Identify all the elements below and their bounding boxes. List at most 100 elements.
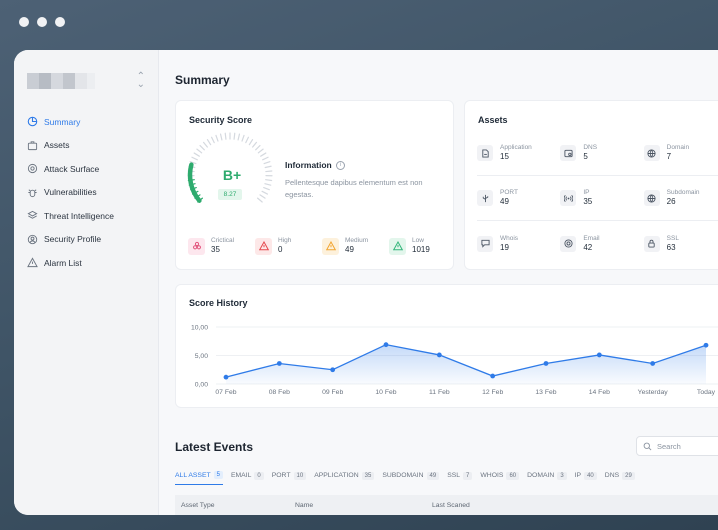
asset-email[interactable]: Email 42 <box>560 235 643 253</box>
sidebar-item-label: Summary <box>44 116 81 127</box>
severity-label: High <box>278 237 292 244</box>
tab-label: SSL <box>447 472 461 479</box>
tab-label: PORT <box>271 472 291 479</box>
x-tick-label: Today <box>697 389 716 396</box>
asset-count: 15 <box>500 152 509 161</box>
asset-count: 35 <box>583 197 593 206</box>
asset-whois[interactable]: Whois 19 <box>477 235 560 253</box>
tab-count: 35 <box>361 471 375 480</box>
information-text: Pellentesque dapibus elementum est non e… <box>285 178 423 199</box>
severity-label: Crictical <box>211 237 235 244</box>
severity-high[interactable]: High 0 <box>255 237 322 255</box>
security-score-title: Security Score <box>189 115 253 125</box>
assets-grid: Application 15 DNS 5 Domain 7 PORT 49 <box>477 131 718 266</box>
tab-port[interactable]: PORT 10 <box>271 471 307 485</box>
sidebar-item-label: Attack Surface <box>44 163 100 174</box>
workspace-switcher[interactable]: ⌃ ⌄ <box>27 72 145 90</box>
column-name[interactable]: Name <box>295 501 314 509</box>
y-tick-label: 5,00 <box>195 353 208 360</box>
tab-count: 10 <box>293 471 307 480</box>
data-point <box>436 352 442 358</box>
x-tick-label: 10 Feb <box>375 389 396 396</box>
stack-icon <box>26 210 38 222</box>
asset-label: DNS <box>583 144 598 151</box>
gauge-tick <box>245 136 250 144</box>
chat-icon <box>477 235 493 252</box>
asset-application[interactable]: Application 15 <box>477 144 560 162</box>
data-point <box>703 342 709 348</box>
asset-ssl[interactable]: SSL 63 <box>643 235 718 253</box>
search-input[interactable]: Search <box>636 436 718 456</box>
asset-domain[interactable]: Domain 7 <box>643 144 718 162</box>
asset-label: IP <box>583 189 590 196</box>
asset-subdomain[interactable]: Subdomain 26 <box>643 189 718 207</box>
sidebar-item-label: Alarm List <box>44 257 82 268</box>
gauge-tick <box>233 132 236 140</box>
sidebar-item-alarm-list[interactable]: Alarm List <box>26 251 114 275</box>
lock-icon <box>643 235 660 252</box>
info-icon[interactable]: i <box>335 160 345 170</box>
gauge-tick <box>206 138 212 146</box>
x-tick-label: 14 Feb <box>589 389 610 396</box>
signal-icon <box>560 190 577 206</box>
sidebar-item-vulnerabilities[interactable]: Vulnerabilities <box>26 181 114 205</box>
severity-label: Medium <box>345 237 369 244</box>
gauge-tick <box>261 190 269 195</box>
y-tick-label: 10,00 <box>191 325 208 332</box>
gauge-tick <box>259 194 266 199</box>
gauge-tick <box>264 183 272 186</box>
tab-label: IP <box>574 472 582 479</box>
x-tick-label: 12 Feb <box>482 389 503 396</box>
score-history-chart: 0,00 5,00 10,00 07 Feb 08 Feb 09 Feb 10 Feb 11 … <box>191 325 718 396</box>
warning-high-icon <box>255 237 272 255</box>
tab-subdomain[interactable]: SUBDOMAIN 49 <box>382 471 440 485</box>
asset-port[interactable]: PORT 49 <box>477 189 560 207</box>
tab-whois[interactable]: WHOIS 60 <box>480 471 520 485</box>
severity-critical[interactable]: Crictical 35 <box>188 237 255 255</box>
data-point <box>596 352 602 358</box>
sidebar-item-assets[interactable]: Assets <box>26 134 114 158</box>
sidebar-item-security-profile[interactable]: Security Profile <box>26 228 114 252</box>
gauge-tick <box>252 141 258 148</box>
asset-dns[interactable]: DNS 5 <box>560 144 643 162</box>
asset-ip[interactable]: IP 35 <box>560 189 643 207</box>
tab-ip[interactable]: IP 40 <box>574 471 597 485</box>
severity-medium[interactable]: Medium 49 <box>322 237 389 255</box>
tab-all-asset[interactable]: ALL ASSET 5 <box>175 471 223 485</box>
window-dot-2[interactable] <box>37 17 47 27</box>
column-asset-type[interactable]: Asset Type <box>181 501 215 509</box>
gauge-tick <box>193 152 200 157</box>
gauge-tick <box>248 138 254 146</box>
score-history-title: Score History <box>189 298 248 308</box>
sidebar-item-summary[interactable]: Summary <box>26 110 114 134</box>
tab-dns[interactable]: DNS 29 <box>605 471 635 485</box>
at-icon <box>560 235 577 252</box>
tab-count: 7 <box>463 471 473 480</box>
asset-label: Application <box>500 144 532 151</box>
tab-label: APPLICATION <box>314 472 359 479</box>
asset-label: PORT <box>500 189 518 196</box>
severity-count: 35 <box>211 245 220 254</box>
window-dot-1[interactable] <box>19 17 29 27</box>
app-icon <box>477 145 493 161</box>
window-dot-3[interactable] <box>55 17 65 27</box>
asset-count: 5 <box>583 152 588 161</box>
asset-count: 42 <box>583 242 593 252</box>
severity-low[interactable]: Low 1019 <box>389 237 456 255</box>
tab-application[interactable]: APPLICATION 35 <box>314 471 375 485</box>
tab-email[interactable]: EMAIL 0 <box>231 471 264 485</box>
search-icon <box>643 442 652 451</box>
column-last-scanned[interactable]: Last Scaned <box>432 501 470 509</box>
sidebar-item-threat-intelligence[interactable]: Threat Intelligence <box>26 204 114 228</box>
x-tick-label: Yesterday <box>638 389 669 396</box>
dns-icon <box>560 145 577 161</box>
sidebar-item-label: Assets <box>44 140 70 151</box>
data-point <box>383 342 389 348</box>
bug-icon <box>26 186 38 198</box>
sidebar-item-attack-surface[interactable]: Attack Surface <box>26 157 114 181</box>
assets-row: Whois 19 Email 42 SSL 63 <box>477 221 718 266</box>
tab-ssl[interactable]: SSL 7 <box>447 471 473 485</box>
tab-domain[interactable]: DOMAIN 3 <box>527 471 567 485</box>
severity-summary: Crictical 35 High 0 Medium 49 Low 1019 <box>188 237 456 255</box>
gauge-tick <box>265 179 273 182</box>
